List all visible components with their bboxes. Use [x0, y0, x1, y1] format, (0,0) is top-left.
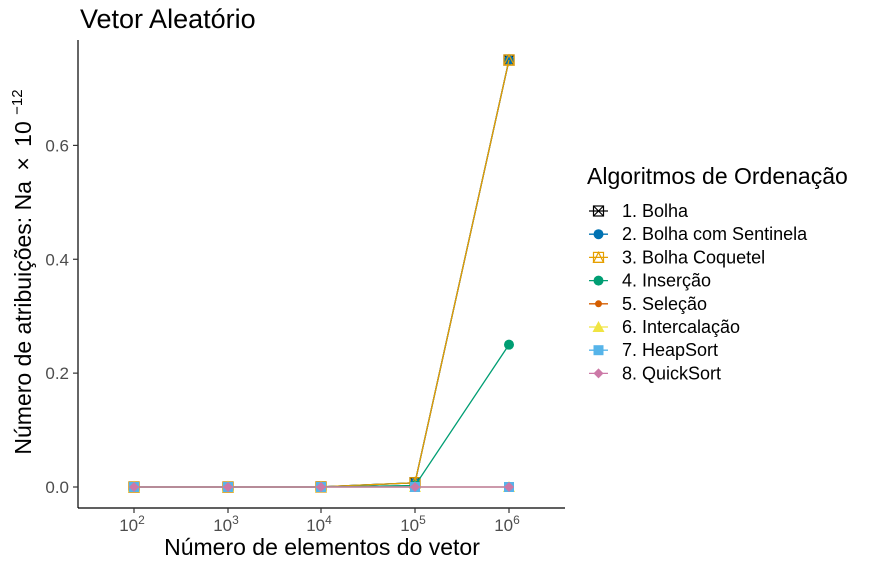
series-line	[134, 59, 510, 488]
legend-label: 4. Inserção	[622, 271, 711, 291]
legend-item: 6. Intercalação	[589, 317, 740, 337]
legend-key	[593, 368, 604, 379]
series-8	[129, 482, 514, 492]
legend-key	[593, 229, 604, 240]
legend-label: 7. HeapSort	[622, 340, 718, 360]
data-point	[316, 482, 326, 492]
legend-item: 7. HeapSort	[589, 340, 718, 360]
data-point	[223, 482, 233, 492]
legend-key	[595, 300, 602, 308]
legend-item: 5. Seleção	[589, 294, 707, 314]
svg-text:Número de atribuições: Na: Número de atribuições: Na × 10 −12	[9, 89, 36, 454]
legend-key	[592, 205, 605, 217]
legend-label: 2. Bolha com Sentinela	[622, 224, 808, 244]
legend-label: 6. Intercalação	[622, 317, 740, 337]
data-point	[129, 482, 139, 492]
y-tick-label: 0.4	[45, 250, 69, 269]
legend-item: 3. Bolha Coquetel	[589, 247, 765, 267]
legend-key	[593, 275, 604, 286]
legend-item: 2. Bolha com Sentinela	[589, 224, 808, 244]
y-ticks: 0.0 0.2 0.4 0.6	[45, 136, 78, 497]
data-point	[504, 482, 514, 492]
legend-title: Algoritmos de Ordenação	[587, 163, 848, 189]
series-4	[129, 339, 514, 492]
chart-title: Vetor Aleatório	[80, 4, 256, 34]
series-line	[134, 59, 510, 488]
data-point	[504, 339, 514, 350]
x-tick-label: 106	[494, 513, 520, 535]
x-axis-title: Número de elementos do vetor	[164, 534, 480, 560]
x-tick-label: 102	[119, 513, 145, 535]
legend-items: 1. Bolha 2. Bolha com Sentinela 3. Bolha C…	[589, 201, 808, 383]
x-tick-label: 104	[306, 513, 332, 535]
series-line	[134, 59, 510, 488]
legend-label: 3. Bolha Coquetel	[622, 247, 765, 267]
legend-label: 5. Seleção	[622, 294, 707, 314]
series-1	[128, 54, 515, 493]
x-tick-label: 105	[400, 513, 426, 535]
y-tick-label: 0.0	[45, 478, 69, 497]
series-line	[134, 344, 510, 488]
legend-label: 8. QuickSort	[622, 363, 721, 383]
legend-key	[593, 345, 604, 356]
legend-item: 4. Inserção	[589, 271, 711, 291]
legend: Algoritmos de Ordenação 1. Bolha 2. Bolha…	[587, 163, 848, 383]
data-point	[410, 482, 420, 492]
series-layer	[128, 53, 515, 493]
legend-item: 8. QuickSort	[589, 363, 721, 383]
legend-label: 1. Bolha	[622, 201, 689, 221]
legend-item: 1. Bolha	[589, 201, 689, 221]
x-tick-label: 103	[213, 513, 239, 535]
y-tick-label: 0.2	[45, 364, 69, 383]
series-3	[128, 53, 515, 493]
y-axis-title: Número de atribuições: Na × 10 −12	[9, 89, 36, 454]
series-2	[129, 55, 514, 492]
legend-key	[592, 321, 605, 332]
y-tick-label: 0.6	[45, 136, 69, 155]
x-ticks: 102 103 104 105 106	[119, 508, 520, 535]
